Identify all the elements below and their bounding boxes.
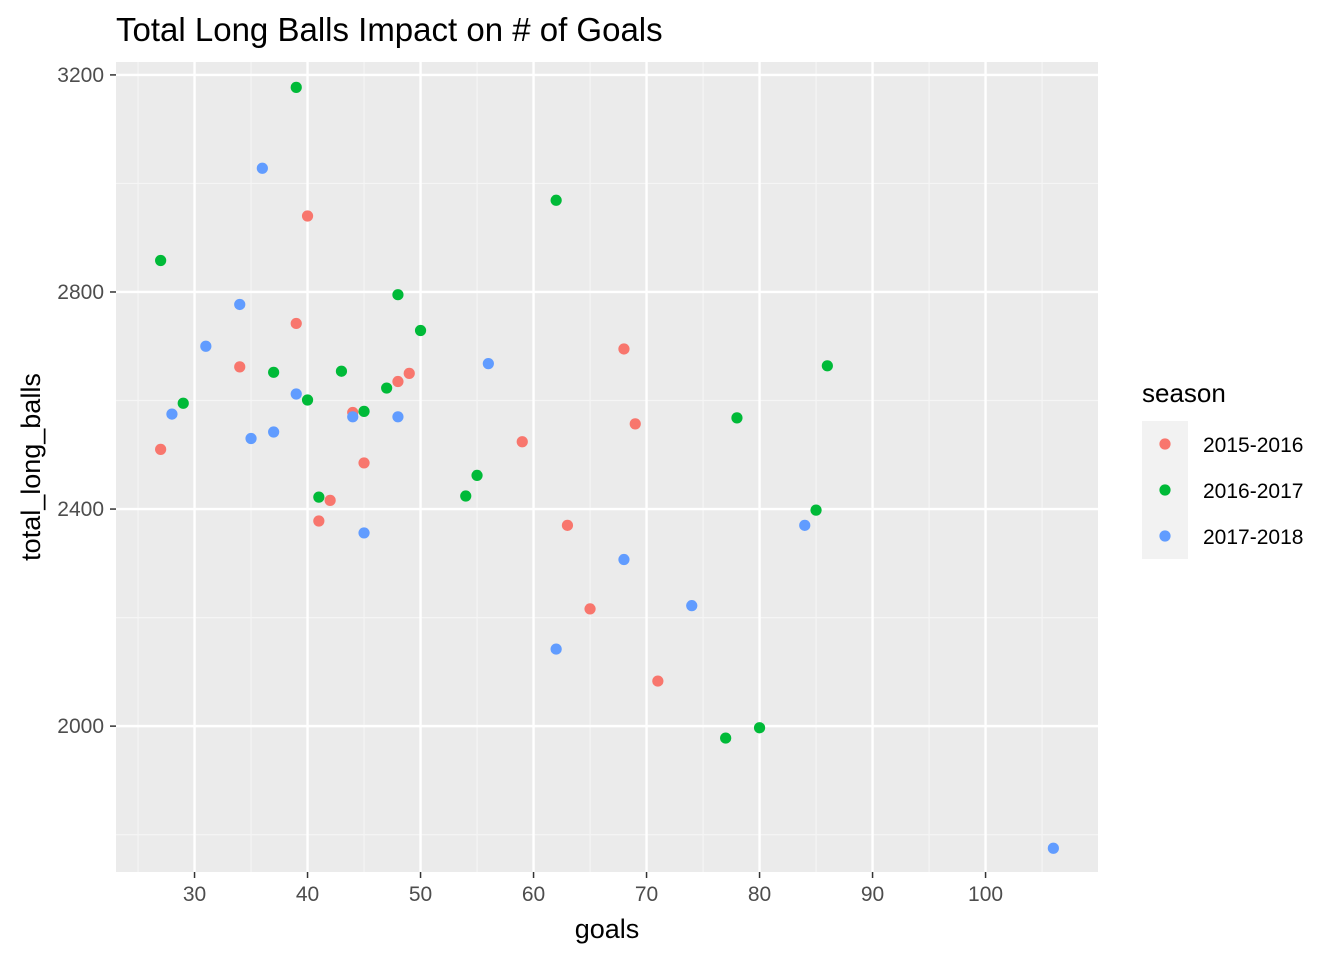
data-point xyxy=(313,515,325,527)
y-tick-label: 2000 xyxy=(57,715,104,738)
data-point xyxy=(381,382,393,394)
data-point xyxy=(358,457,370,469)
x-axis-ticks: 30 40 50 60 70 80 90 100 xyxy=(183,872,1003,906)
x-tick-label: 70 xyxy=(635,883,658,906)
x-tick-label: 80 xyxy=(748,883,771,906)
major-gridlines xyxy=(116,62,1098,872)
data-point xyxy=(584,603,596,615)
data-point xyxy=(290,317,302,330)
data-point xyxy=(290,81,302,93)
data-point xyxy=(799,519,811,531)
plot-panel xyxy=(116,62,1098,872)
x-tick-label: 60 xyxy=(522,883,545,906)
data-point xyxy=(471,469,483,482)
data-point xyxy=(810,504,822,516)
data-point xyxy=(256,162,268,174)
data-point xyxy=(516,436,528,448)
data-point xyxy=(414,324,427,337)
data-point xyxy=(753,722,766,734)
data-point xyxy=(403,367,415,379)
legend-swatch xyxy=(1159,484,1171,496)
data-point xyxy=(392,289,404,301)
data-point xyxy=(460,490,472,502)
y-tick-label: 3200 xyxy=(57,64,104,87)
data-point xyxy=(618,343,630,355)
data-point xyxy=(550,194,562,206)
x-tick-label: 40 xyxy=(296,883,319,906)
data-point xyxy=(482,358,494,370)
data-point xyxy=(686,600,698,612)
data-point xyxy=(720,732,732,744)
data-point xyxy=(358,527,370,539)
data-point xyxy=(324,494,336,506)
data-point xyxy=(347,411,359,423)
data-point xyxy=(268,366,280,378)
chart-title: Total Long Balls Impact on # of Goals xyxy=(116,11,663,48)
legend-swatch xyxy=(1159,438,1171,450)
y-tick-label: 2800 xyxy=(57,281,104,304)
data-point xyxy=(155,254,167,267)
data-point xyxy=(301,210,314,222)
data-point xyxy=(313,491,325,503)
data-point xyxy=(550,643,562,655)
data-point xyxy=(301,394,314,406)
data-point xyxy=(652,675,664,687)
legend-label: 2016-2017 xyxy=(1203,480,1303,503)
legend-title: season xyxy=(1142,378,1226,408)
data-point xyxy=(234,361,246,373)
data-point xyxy=(245,432,257,445)
y-tick-label: 2400 xyxy=(57,498,104,521)
x-tick-label: 100 xyxy=(968,883,1003,906)
x-axis-title: goals xyxy=(575,914,640,944)
data-point xyxy=(392,411,404,423)
data-point xyxy=(358,405,370,417)
x-tick-label: 30 xyxy=(183,883,206,906)
data-point xyxy=(268,426,280,438)
data-point xyxy=(290,388,302,400)
data-point xyxy=(234,298,246,311)
data-point xyxy=(200,340,212,352)
data-point xyxy=(1047,842,1059,854)
data-point xyxy=(155,443,167,455)
legend-label: 2017-2018 xyxy=(1203,526,1303,549)
data-point xyxy=(177,397,189,409)
data-point xyxy=(629,418,641,430)
x-tick-label: 90 xyxy=(861,883,884,906)
data-point xyxy=(731,412,743,424)
legend: 2015-2016 2016-2017 2017-2018 xyxy=(1142,421,1303,559)
data-point xyxy=(561,519,574,531)
y-axis-title: total_long_balls xyxy=(16,373,46,561)
legend-label: 2015-2016 xyxy=(1203,434,1303,457)
data-point xyxy=(392,375,404,388)
data-point xyxy=(335,365,348,377)
x-tick-label: 50 xyxy=(409,883,432,906)
data-point xyxy=(618,553,630,566)
data-point xyxy=(166,408,178,420)
data-points xyxy=(155,81,1059,854)
y-axis-ticks: 2000 2400 2800 3200 xyxy=(57,64,116,738)
data-point xyxy=(821,360,833,372)
legend-swatch xyxy=(1159,530,1171,542)
